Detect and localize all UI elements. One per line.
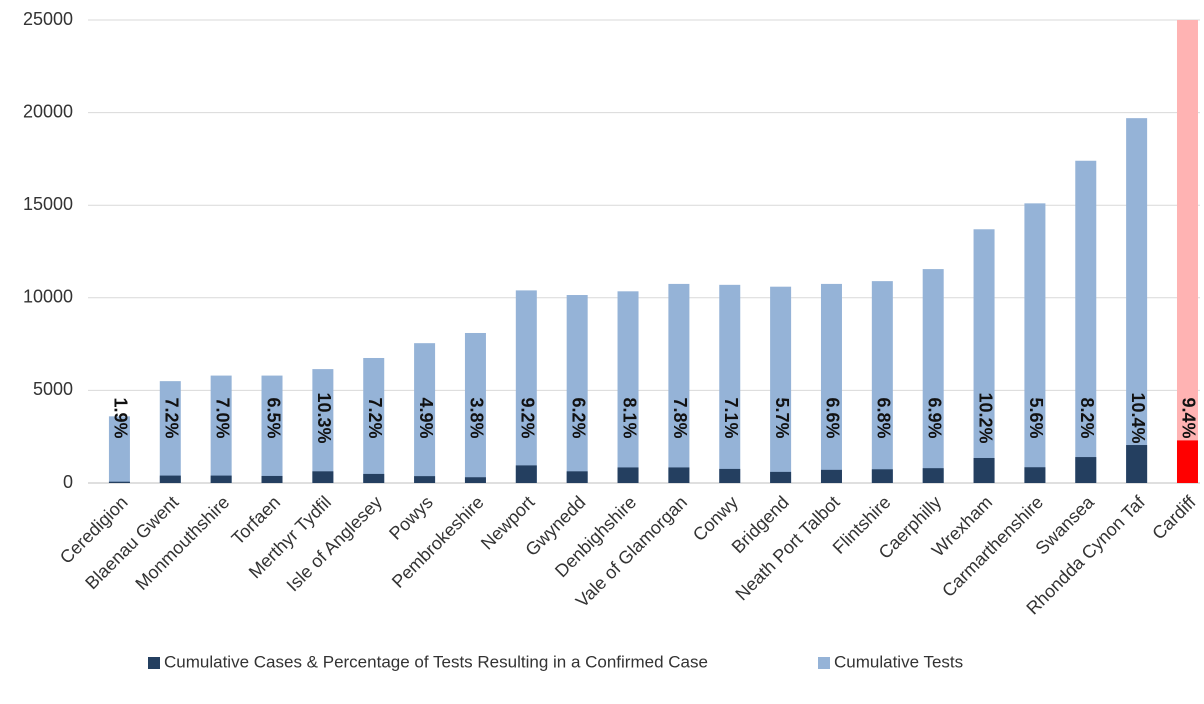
bar-annotation: 6.6%: [823, 397, 843, 438]
bar: [871, 469, 893, 483]
legend-swatch: [148, 657, 160, 669]
bar: [820, 283, 842, 483]
bar: [363, 473, 385, 483]
bar: [312, 369, 334, 483]
bar: [566, 295, 588, 483]
bar: [210, 375, 232, 483]
x-tick-label: Monmouthshire: [131, 492, 233, 594]
bar: [922, 468, 944, 483]
x-tick-label: Pembrokeshire: [388, 492, 488, 592]
bar: [1075, 457, 1097, 483]
bar: [312, 471, 334, 483]
bar-annotation: 6.8%: [874, 397, 894, 438]
bar: [159, 381, 181, 483]
bar: [261, 475, 283, 483]
bar-annotation: 7.2%: [162, 397, 182, 438]
bar-annotation: 6.5%: [263, 397, 283, 438]
bar: [363, 357, 385, 483]
bar-annotation: 4.9%: [416, 397, 436, 438]
bar: [1176, 440, 1198, 483]
bar-annotation: 7.1%: [721, 397, 741, 438]
bar-annotation: 9.4%: [1179, 397, 1199, 438]
bar: [922, 269, 944, 483]
bar-annotation: 8.2%: [1077, 397, 1097, 438]
x-tick-label: Cardiff: [1148, 491, 1200, 543]
bar: [210, 475, 232, 483]
bar: [1126, 445, 1148, 483]
bar-annotation: 8.1%: [619, 397, 639, 438]
bar: [668, 467, 690, 483]
bar: [108, 416, 130, 483]
bar: [871, 281, 893, 483]
bar: [617, 291, 639, 483]
bar-annotation: 5.7%: [772, 397, 792, 438]
bar: [414, 343, 436, 483]
bar-annotation: 10.3%: [314, 392, 334, 443]
legend-label: Cumulative Cases & Percentage of Tests R…: [164, 652, 708, 671]
bar: [515, 465, 537, 483]
bar-annotation: 1.9%: [111, 397, 131, 438]
x-tick-label: Isle of Anglesey: [283, 492, 386, 595]
bar: [770, 286, 792, 483]
bar-annotation: 7.2%: [365, 397, 385, 438]
bar: [261, 375, 283, 483]
bar: [820, 469, 842, 483]
bar: [973, 457, 995, 483]
bar: [668, 283, 690, 483]
bar: [770, 471, 792, 483]
y-tick-label: 10000: [23, 287, 73, 307]
bar-annotation: 6.9%: [924, 397, 944, 438]
bar-annotation: 3.8%: [467, 397, 487, 438]
bar-annotation: 6.2%: [568, 397, 588, 438]
legend-swatch: [818, 657, 830, 669]
bar: [159, 475, 181, 483]
bar: [1126, 118, 1148, 483]
bar-annotation: 10.4%: [1128, 392, 1148, 443]
bar: [414, 476, 436, 483]
bar-annotation: 7.0%: [212, 397, 232, 438]
bar: [464, 332, 486, 483]
bar: [515, 290, 537, 483]
bar: [719, 284, 741, 483]
bar: [719, 468, 741, 483]
bar: [108, 481, 130, 483]
bar: [464, 477, 486, 483]
y-tick-label: 0: [63, 472, 73, 492]
y-tick-label: 25000: [23, 9, 73, 29]
y-tick-label: 15000: [23, 194, 73, 214]
bar-annotation: 5.6%: [1026, 397, 1046, 438]
bar-annotation: 9.2%: [518, 397, 538, 438]
bar: [1075, 160, 1097, 483]
legend-label: Cumulative Tests: [834, 652, 963, 671]
bar: [617, 467, 639, 483]
bar-annotation: 10.2%: [975, 392, 995, 443]
y-tick-label: 5000: [33, 379, 73, 399]
bar: [1024, 203, 1046, 483]
y-tick-label: 20000: [23, 101, 73, 121]
bar-annotation: 7.8%: [670, 397, 690, 438]
bar: [973, 229, 995, 483]
bar: [1024, 467, 1046, 483]
bar: [566, 471, 588, 483]
bar: [1176, 20, 1198, 483]
